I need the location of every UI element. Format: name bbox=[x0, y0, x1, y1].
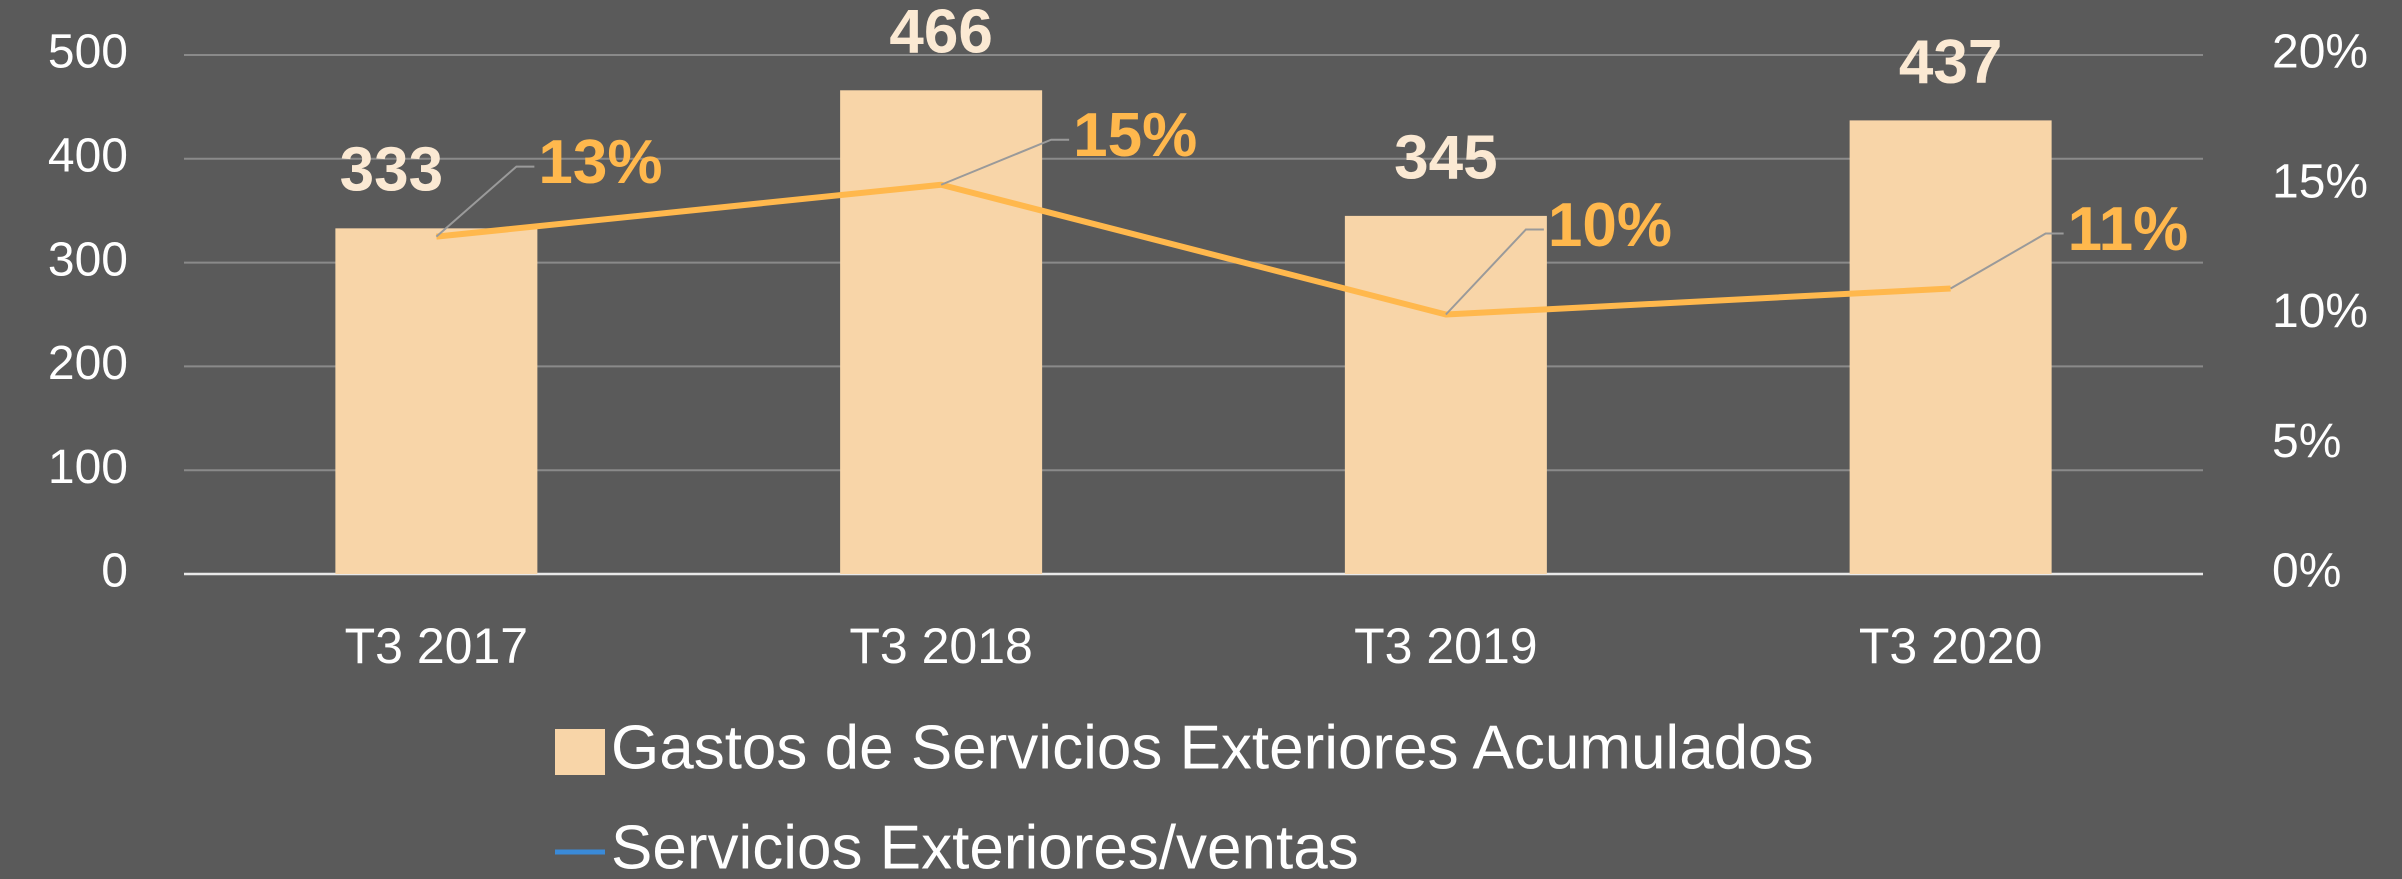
leader-line bbox=[940, 138, 1070, 186]
line-value-label: 11% bbox=[2068, 195, 2189, 264]
y-tick-label: 100 bbox=[48, 441, 128, 494]
y-tick-label: 400 bbox=[48, 129, 128, 182]
bar-value-label: 333 bbox=[340, 136, 443, 205]
bar bbox=[335, 228, 538, 574]
bar bbox=[1344, 215, 1547, 574]
x-tick-label: T3 2017 bbox=[345, 618, 528, 674]
y-tick-label: 500 bbox=[48, 26, 128, 79]
bar-value-label: 437 bbox=[1899, 28, 2002, 97]
bar-value-label: 345 bbox=[1394, 123, 1497, 192]
x-tick-label: T3 2018 bbox=[849, 618, 1032, 674]
y2-tick-label: 15% bbox=[2272, 155, 2368, 208]
y-tick-label: 0 bbox=[101, 545, 128, 598]
y2-tick-label: 0% bbox=[2272, 545, 2341, 598]
leader-line bbox=[1445, 228, 1544, 316]
x-tick-label: T3 2020 bbox=[1859, 618, 2042, 674]
line-value-label: 10% bbox=[1548, 191, 1672, 260]
y2-tick-label: 10% bbox=[2272, 285, 2368, 338]
line-value-label: 15% bbox=[1073, 101, 1197, 170]
legend-swatch bbox=[555, 729, 605, 775]
legend-label: Servicios Exteriores/ventas bbox=[611, 813, 1359, 879]
leader-line bbox=[1950, 232, 2064, 290]
line bbox=[436, 181, 1951, 318]
leader-line bbox=[435, 165, 535, 238]
legend-label: Gastos de Servicios Exteriores Acumulado… bbox=[611, 713, 1814, 782]
bar-value-label: 466 bbox=[889, 0, 992, 67]
y2-tick-label: 5% bbox=[2272, 415, 2341, 468]
x-tick-label: T3 2019 bbox=[1354, 618, 1537, 674]
bar bbox=[840, 90, 1043, 575]
y2-tick-label: 20% bbox=[2272, 26, 2368, 79]
line-value-label: 13% bbox=[538, 128, 662, 197]
bar bbox=[1849, 120, 2052, 575]
y-tick-label: 200 bbox=[48, 337, 128, 390]
y-tick-label: 300 bbox=[48, 233, 128, 286]
